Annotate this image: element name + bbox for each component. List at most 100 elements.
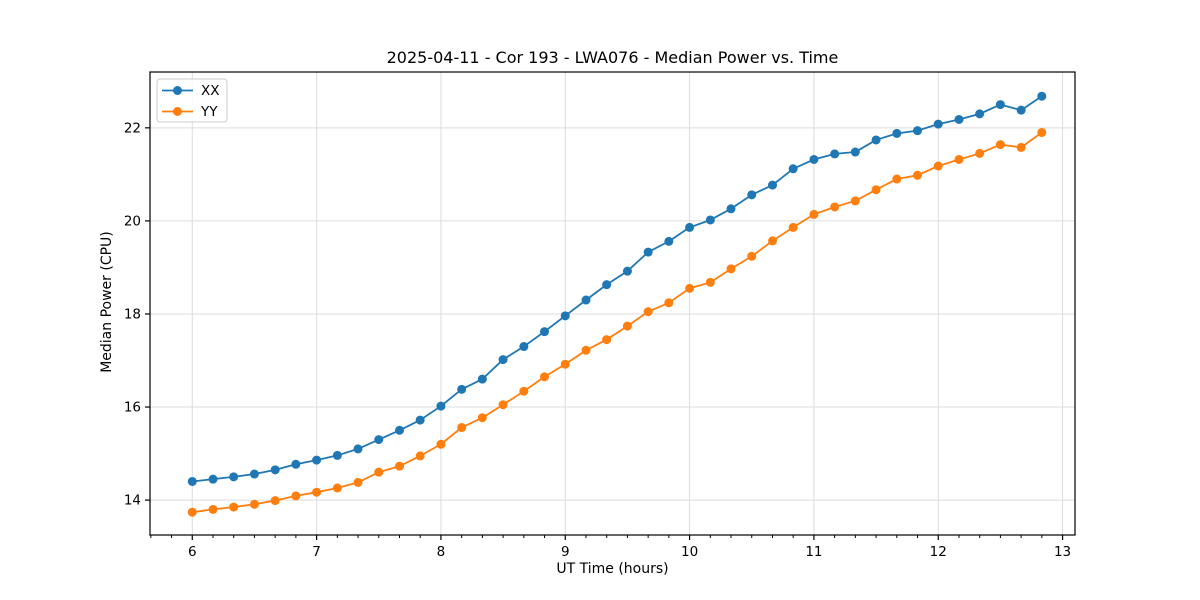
series-xx-marker (436, 401, 446, 411)
series-yy-marker (415, 451, 425, 461)
x-tick-label: 13 (1054, 544, 1071, 560)
series-xx-marker (809, 154, 819, 164)
series-xx-marker (395, 425, 405, 435)
series-yy-line (191, 131, 1043, 514)
series-xx-marker (830, 149, 840, 159)
series-yy-marker (312, 487, 322, 497)
series-yy-marker (581, 345, 591, 355)
series-yy-marker (539, 372, 549, 382)
series-xx-marker (933, 119, 943, 129)
series-xx-marker (312, 455, 322, 465)
series-yy-marker (705, 277, 715, 287)
series-yy-marker (602, 335, 612, 345)
series-yy-marker (436, 439, 446, 449)
x-tick-label: 11 (805, 544, 822, 560)
series-yy-marker (1037, 127, 1047, 137)
series-xx-marker (270, 465, 280, 475)
series-xx-marker (726, 204, 736, 214)
series-xx-marker (892, 128, 902, 138)
series-xx-marker (685, 222, 695, 232)
series-yy-marker (685, 283, 695, 293)
series-xx-marker (291, 459, 301, 469)
series-xx-marker (975, 109, 985, 119)
series-xx-marker (995, 100, 1005, 110)
series-xx-marker (415, 415, 425, 425)
y-tick-label: 22 (124, 120, 141, 136)
series-yy-marker (788, 222, 798, 232)
legend-xx-marker (173, 86, 182, 95)
series-xx-marker (622, 266, 632, 276)
series-xx-marker (850, 147, 860, 157)
series-yy-marker (892, 174, 902, 184)
series-xx-marker (332, 450, 342, 460)
series-yy-marker (332, 483, 342, 493)
series-yy-marker (830, 202, 840, 212)
series-xx-marker (519, 342, 529, 352)
series-xx-marker (187, 476, 197, 486)
series-xx-marker (353, 444, 363, 454)
series-xx-marker (560, 311, 570, 321)
y-tick-label: 16 (124, 400, 141, 416)
series-xx-marker (954, 114, 964, 124)
series-yy-marker (664, 298, 674, 308)
series-xx-marker (788, 164, 798, 174)
series-yy-marker (643, 307, 653, 317)
series-yy-marker (270, 496, 280, 506)
legend-xx-label: XX (201, 83, 220, 99)
series-xx-marker (581, 295, 591, 305)
series-xx-marker (229, 472, 239, 482)
series-yy-marker (995, 140, 1005, 150)
series-xx-marker (912, 126, 922, 136)
series-yy-marker (809, 209, 819, 219)
series-yy-marker (519, 386, 529, 396)
series-yy-marker (208, 504, 218, 514)
series-xx-line (191, 95, 1043, 483)
series-xx-marker (602, 280, 612, 290)
series-xx-marker (457, 384, 467, 394)
series-xx-marker (643, 247, 653, 257)
series-yy-marker (374, 467, 384, 477)
series-yy-marker (850, 196, 860, 206)
series-xx-marker (498, 355, 508, 365)
series-yy-marker (249, 499, 259, 509)
x-tick-label: 9 (561, 544, 570, 560)
x-tick-label: 8 (437, 544, 446, 560)
series-xx-marker (747, 190, 757, 200)
series-yy-marker (1016, 142, 1026, 152)
series-yy-marker (498, 400, 508, 410)
series-yy-marker (747, 251, 757, 261)
series-yy-marker (975, 148, 985, 158)
series-xx-marker (539, 327, 549, 337)
y-tick-label: 20 (124, 213, 141, 229)
series-yy-marker (726, 264, 736, 274)
series-xx-marker (871, 135, 881, 145)
x-tick-label: 7 (312, 544, 321, 560)
series-xx-marker (1016, 105, 1026, 115)
series-xx-marker (1037, 91, 1047, 101)
series-yy-marker (187, 507, 197, 517)
x-tick-label: 12 (930, 544, 947, 560)
plot-border (149, 71, 1076, 536)
chart-title: 2025-04-11 - Cor 193 - LWA076 - Median P… (386, 48, 839, 67)
series-xx-marker (374, 435, 384, 445)
series-xx-marker (249, 469, 259, 479)
legend-yy-marker (173, 107, 182, 116)
series-yy-marker (229, 502, 239, 512)
series-yy-marker (353, 477, 363, 487)
series-yy-marker (291, 491, 301, 501)
x-tick-label: 10 (681, 544, 698, 560)
y-tick-label: 14 (124, 493, 141, 509)
x-axis-label: UT Time (hours) (556, 561, 669, 577)
legend-yy-label: YY (200, 104, 218, 120)
series-xx-marker (664, 236, 674, 246)
series-yy-marker (622, 321, 632, 331)
series-yy-marker (912, 170, 922, 180)
series-yy-marker (477, 413, 487, 423)
series-xx-marker (477, 374, 487, 384)
series-yy-marker (871, 185, 881, 195)
series-yy-marker (933, 161, 943, 171)
series-yy-marker (768, 236, 778, 246)
series-yy-marker (395, 461, 405, 471)
